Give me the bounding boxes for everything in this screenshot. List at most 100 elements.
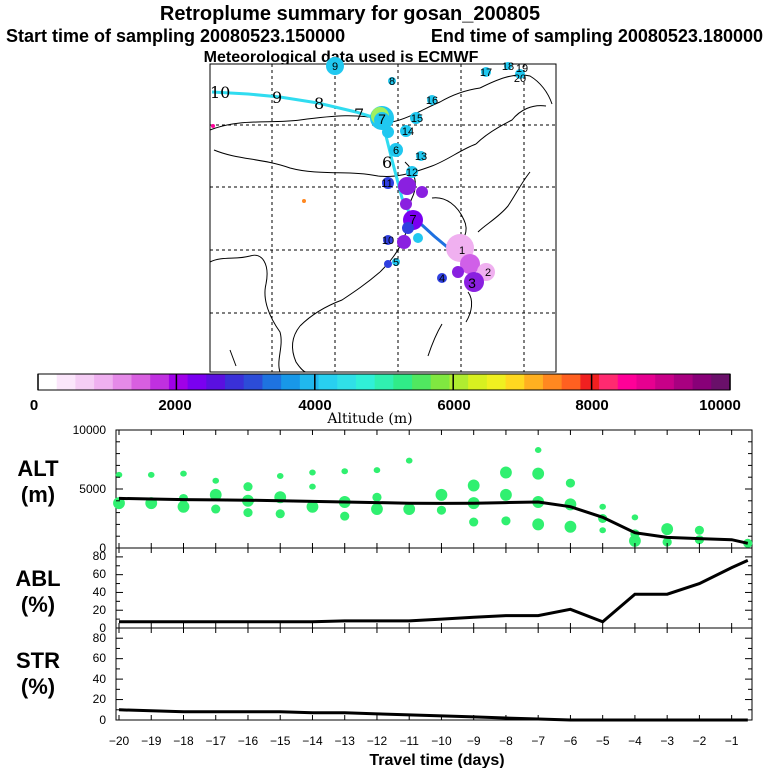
alt-scatter-point <box>113 497 125 510</box>
colorbar-swatch <box>150 374 170 390</box>
plume-cluster <box>398 177 416 195</box>
colorbar-swatch <box>337 374 357 390</box>
x-tick-label: −5 <box>596 734 610 748</box>
map-gridlines <box>210 64 556 372</box>
alt-scatter-point <box>532 467 545 480</box>
alt-scatter-point <box>501 516 511 526</box>
alt-scatter-point <box>147 471 155 478</box>
colorbar-swatch <box>412 374 432 390</box>
colorbar-tick-label: 4000 <box>298 397 331 414</box>
alt-scatter-point <box>694 525 705 535</box>
alt-panel-unit: (m) <box>21 482 55 507</box>
str-panel-unit: (%) <box>21 674 55 699</box>
plume-cluster <box>389 143 403 157</box>
alt-scatter-point <box>662 537 672 547</box>
colorbar-swatch <box>94 374 114 390</box>
plume-cluster <box>384 260 392 268</box>
alt-scatter-point <box>435 488 448 501</box>
plume-label: 20 <box>514 73 526 85</box>
alt-scatter-point <box>565 478 576 488</box>
colorbar-swatch <box>262 374 282 390</box>
plume-cluster <box>326 57 344 75</box>
plume-label: 1 <box>459 245 465 257</box>
trajectory-label-10: 10 <box>210 83 230 102</box>
alt-scatter-point <box>341 468 349 475</box>
alt-scatter-point <box>243 482 253 492</box>
alt-panel-frame <box>115 429 753 549</box>
end-time-label: End time of sampling 20080523.180000 <box>431 26 763 46</box>
colorbar-tick-label: 0 <box>30 397 38 414</box>
str-ytick-label: 60 <box>93 651 107 665</box>
colorbar-swatch <box>486 374 507 390</box>
alt-scatter-point <box>599 503 606 510</box>
plume-cluster <box>437 273 447 283</box>
alt-scatter-point <box>212 477 220 484</box>
plume-cluster <box>413 233 423 243</box>
plume-label: 5 <box>393 257 399 269</box>
colorbar-swatch <box>374 374 394 390</box>
plume-label: 2 <box>485 267 491 279</box>
x-tick-label: −12 <box>367 734 388 748</box>
trajectory-label-6: 6 <box>382 153 392 172</box>
alt-scatter-point <box>661 523 674 536</box>
plume-cluster <box>211 124 215 128</box>
plume-label: 14 <box>402 126 414 138</box>
x-axis-label: Travel time (days) <box>369 752 504 768</box>
plume-cluster <box>481 67 491 77</box>
colorbar-swatch <box>56 374 77 390</box>
plume-cluster <box>416 186 428 198</box>
alt-scatter-point <box>373 467 381 474</box>
plume-label: 7 <box>409 212 416 227</box>
colorbar-swatch <box>692 374 712 390</box>
x-tick-label: −15 <box>270 734 291 748</box>
plume-cluster <box>382 126 394 138</box>
abl-panel-ticks <box>116 547 752 629</box>
plume-cluster <box>402 222 414 234</box>
alt-scatter-point <box>115 471 123 478</box>
plume-cluster <box>460 254 480 274</box>
alt-scatter-point <box>306 500 319 513</box>
alt-scatter-point <box>467 479 480 492</box>
trajectory-label-9: 9 <box>272 88 282 107</box>
plume-cluster <box>410 112 422 124</box>
figure-title: Retroplume summary for gosan_200805 <box>160 3 540 25</box>
trajectory-map: 10 9 8 7 6 <box>209 57 557 373</box>
plume-cluster <box>397 235 411 249</box>
colorbar-swatch <box>206 374 226 390</box>
x-tick-label: −13 <box>335 734 356 748</box>
colorbar-swatch <box>281 374 301 390</box>
alt-scatter-point <box>599 527 606 534</box>
colorbar-tick-label: 10000 <box>699 397 741 414</box>
x-tick-label: −6 <box>564 734 578 748</box>
trajectory-label-7: 7 <box>354 105 364 124</box>
str-panel-label: STR <box>16 648 60 673</box>
alt-scatter-point <box>372 492 382 502</box>
alt-scatter-point <box>631 514 639 521</box>
str-ytick-label: 20 <box>93 692 107 706</box>
x-tick-label: −14 <box>302 734 323 748</box>
altitude-colorbar <box>37 373 731 391</box>
plume-label: 8 <box>389 76 395 88</box>
colorbar-swatch <box>318 374 338 390</box>
plume-label: 15 <box>411 113 423 125</box>
colorbar-swatch <box>524 374 544 390</box>
str-panel-frame <box>115 627 753 721</box>
colorbar-swatch <box>187 374 207 390</box>
alt-scatter-point <box>309 483 316 490</box>
plume-label: 11 <box>381 178 392 190</box>
colorbar-swatch <box>75 374 95 390</box>
colorbar-tick-label: 2000 <box>158 397 191 414</box>
plume-cluster <box>302 199 306 203</box>
plume-cluster <box>406 166 418 178</box>
str-ytick-label: 80 <box>93 631 107 645</box>
str-panel-ticks <box>116 627 752 721</box>
alt-scatter-point <box>309 469 316 476</box>
alt-scatter-point <box>211 504 221 514</box>
plume-label: 10 <box>382 235 394 247</box>
colorbar-swatch <box>168 374 189 390</box>
abl-series-line <box>119 559 749 624</box>
colorbar-swatch <box>243 374 264 390</box>
plume-label: 3 <box>468 275 476 291</box>
plume-label: 19 <box>516 63 528 75</box>
trajectory-label-8: 8 <box>314 94 324 113</box>
